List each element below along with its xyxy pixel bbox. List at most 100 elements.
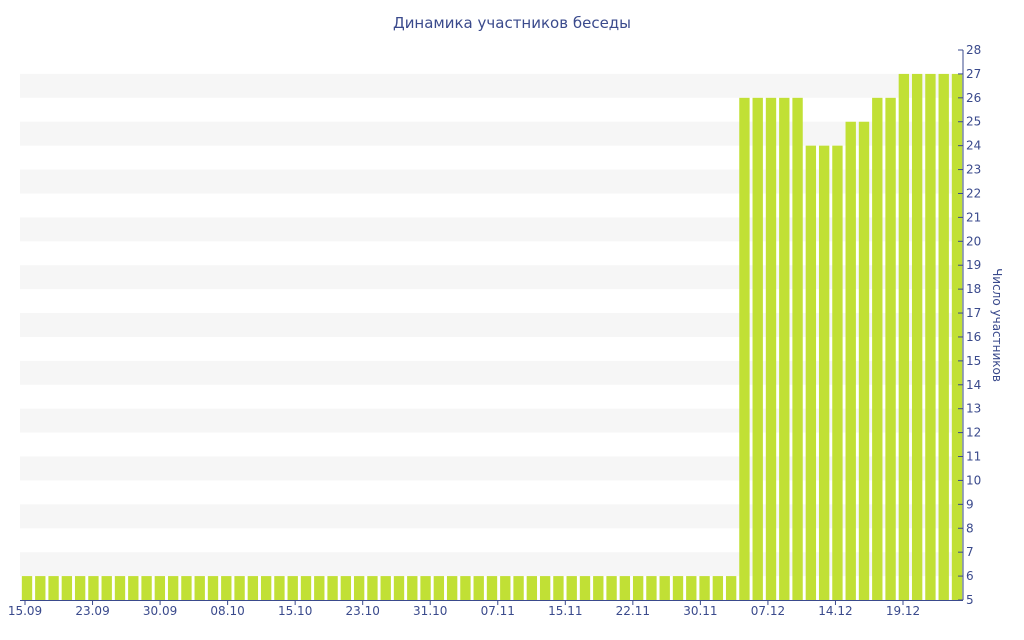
y-tick-label: 21 bbox=[966, 210, 981, 224]
x-tick-label: 15.09 bbox=[8, 604, 42, 618]
bar bbox=[606, 576, 617, 600]
bar bbox=[725, 576, 737, 600]
bars bbox=[21, 73, 963, 601]
bar bbox=[619, 576, 631, 600]
y-tick-label: 19 bbox=[966, 258, 981, 272]
bar bbox=[446, 576, 458, 600]
y-tick-label: 5 bbox=[966, 593, 974, 607]
bar bbox=[699, 576, 710, 600]
x-tick-label: 30.09 bbox=[143, 604, 177, 618]
x-axis-ticks: 15.09 23.09 30.09 08.10 15.10 23.10 31.10 07.11… bbox=[8, 600, 920, 618]
x-tick-label: 19.12 bbox=[886, 604, 920, 618]
grid-band bbox=[20, 265, 963, 290]
y-tick-label: 25 bbox=[966, 115, 981, 129]
y-tick-label: 12 bbox=[966, 426, 981, 440]
bar bbox=[486, 576, 498, 600]
x-tick-label: 23.09 bbox=[75, 604, 109, 618]
bar bbox=[141, 576, 152, 600]
bar bbox=[327, 576, 338, 600]
y-axis-label: Число участников bbox=[990, 268, 1004, 382]
grid-band bbox=[20, 360, 963, 385]
bar bbox=[128, 576, 139, 600]
y-tick-label: 10 bbox=[966, 473, 981, 487]
y-tick-label: 13 bbox=[966, 402, 981, 416]
grid-band bbox=[20, 408, 963, 433]
bar bbox=[274, 576, 285, 600]
bar bbox=[818, 145, 830, 601]
bar bbox=[314, 576, 325, 600]
bar bbox=[61, 576, 73, 600]
bar bbox=[672, 576, 684, 600]
x-tick-label: 31.10 bbox=[413, 604, 447, 618]
bar bbox=[951, 73, 963, 601]
bar bbox=[805, 145, 817, 601]
x-tick-label: 15.11 bbox=[548, 604, 582, 618]
bar bbox=[380, 576, 391, 600]
bar bbox=[48, 576, 59, 600]
y-tick-label: 20 bbox=[966, 234, 981, 248]
bar bbox=[832, 145, 843, 601]
bar bbox=[234, 576, 245, 600]
bar bbox=[632, 576, 644, 600]
bar bbox=[393, 576, 405, 600]
grid-bands bbox=[20, 73, 963, 577]
y-tick-label: 27 bbox=[966, 67, 981, 81]
y-tick-label: 18 bbox=[966, 282, 981, 296]
grid-band bbox=[20, 217, 963, 242]
y-tick-label: 9 bbox=[966, 497, 974, 511]
bar bbox=[460, 576, 471, 600]
bar bbox=[21, 576, 33, 600]
x-tick-label: 07.12 bbox=[751, 604, 785, 618]
x-tick-label: 07.11 bbox=[481, 604, 515, 618]
bar bbox=[194, 576, 205, 600]
x-tick-label: 15.10 bbox=[278, 604, 312, 618]
bar bbox=[367, 576, 378, 600]
bar bbox=[765, 97, 777, 601]
chart-title: Динамика участников беседы bbox=[393, 14, 631, 32]
bar bbox=[593, 576, 604, 600]
bar bbox=[779, 97, 790, 601]
bar bbox=[539, 576, 551, 600]
bar bbox=[792, 97, 803, 601]
bar bbox=[845, 121, 856, 600]
bar bbox=[88, 576, 99, 600]
bar bbox=[101, 576, 112, 600]
bar bbox=[207, 576, 219, 600]
bar bbox=[925, 73, 936, 601]
y-tick-label: 16 bbox=[966, 330, 981, 344]
bar bbox=[553, 576, 564, 600]
grid-band bbox=[20, 73, 963, 98]
x-tick-label: 23.10 bbox=[346, 604, 380, 618]
bar bbox=[35, 576, 46, 600]
bar bbox=[181, 576, 192, 600]
y-tick-label: 23 bbox=[966, 163, 981, 177]
bar bbox=[898, 73, 910, 601]
bar bbox=[500, 576, 511, 600]
bar bbox=[911, 73, 923, 601]
bar bbox=[885, 97, 896, 601]
bar bbox=[300, 576, 312, 600]
grid-band bbox=[20, 456, 963, 481]
y-tick-label: 6 bbox=[966, 569, 974, 583]
grid-band bbox=[20, 552, 963, 577]
y-tick-label: 8 bbox=[966, 521, 974, 535]
bar bbox=[526, 576, 538, 600]
bar bbox=[167, 576, 179, 600]
bar bbox=[752, 97, 763, 601]
bar bbox=[221, 576, 232, 600]
grid-band bbox=[20, 121, 963, 146]
bar bbox=[433, 576, 445, 600]
bar bbox=[353, 576, 365, 600]
bar bbox=[566, 576, 577, 600]
bar bbox=[938, 73, 949, 601]
y-tick-label: 26 bbox=[966, 91, 981, 105]
bar bbox=[114, 576, 126, 600]
bar bbox=[686, 576, 697, 600]
grid-band bbox=[20, 169, 963, 194]
y-tick-label: 11 bbox=[966, 450, 981, 464]
y-axis-ticks: 5 6 7 8 9 10 11 12 13 14 15 16 17 18 19 20 21 22 23 24 25 26 2… bbox=[958, 43, 981, 607]
grid-band bbox=[20, 504, 963, 529]
bar bbox=[74, 576, 86, 600]
bar bbox=[473, 576, 484, 600]
